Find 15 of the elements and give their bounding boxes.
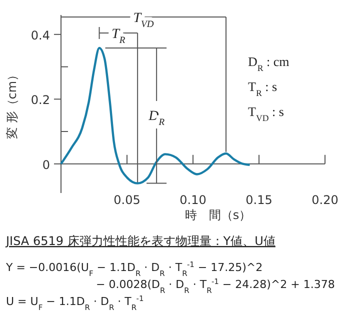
annotation: D$_{R}$ : cm: [248, 54, 290, 73]
y-tick-label: 0.2: [30, 93, 50, 108]
text: Y = −0.0016(U$_{F}$ − 1.1D$_{R}$ · D$_{R}$ · T$_{R}$$^{-1}$ − 17.25)^2: [6, 260, 263, 278]
x-tick-label: 0.10: [180, 193, 206, 207]
x-tick-label: 0.20: [312, 193, 338, 207]
annotation: T$_{VD}$ : s: [248, 104, 284, 123]
text: JISA 6519 床弾力性性能を表す物理量：Y値、U値: [5, 234, 276, 248]
y-axis-title: 変 形（cm）: [5, 68, 19, 140]
text: − 0.0028(D$_{R}$ · D$_{R}$ · T$_{R}$$^{-1}$ − 24.28)^2 + 1.378: [96, 276, 335, 294]
y-tick-label: 0: [42, 158, 50, 172]
annotation: T$_{R}$ : s: [248, 79, 278, 98]
y-tick-label: 0.4: [30, 28, 50, 42]
x-axis-title: 時 間（s）: [184, 208, 252, 222]
x-tick-label: 0.15: [246, 193, 272, 207]
x-tick-label: 0.05: [114, 193, 140, 207]
